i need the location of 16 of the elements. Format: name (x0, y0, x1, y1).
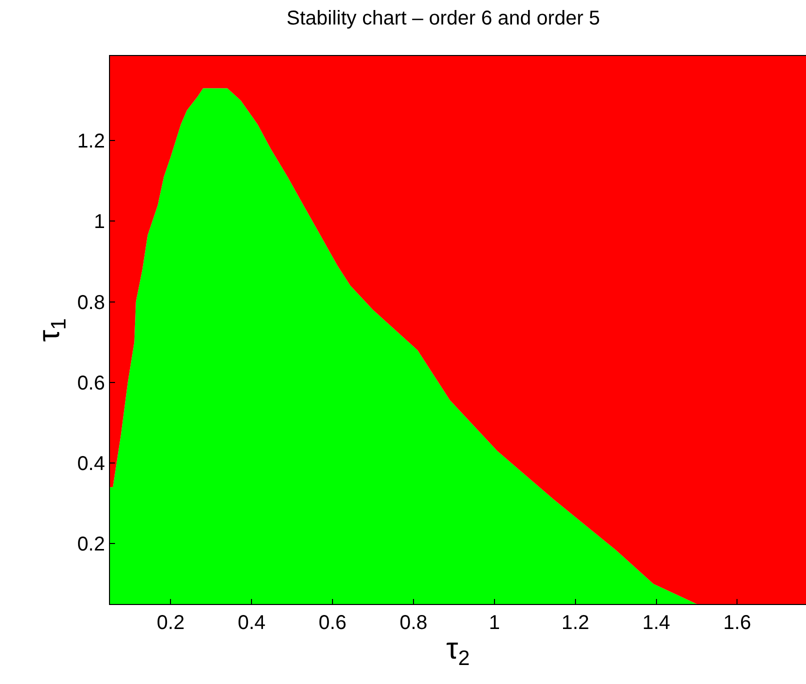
y-tick-label: 0.6 (77, 372, 105, 394)
x-tick-label: 1.6 (723, 612, 752, 634)
x-tick-label: 1.4 (642, 612, 670, 634)
x-tick-label: 1 (488, 612, 500, 634)
x-tick-label: 0.2 (156, 612, 185, 634)
y-tick-label: 0.8 (77, 292, 105, 314)
x-tick-label: 0.6 (318, 612, 346, 634)
y-tick-label: 0.2 (77, 534, 105, 556)
x-tick-label: 1.2 (561, 612, 590, 634)
y-tick-label: 1 (94, 211, 105, 234)
chart-title: Stability chart – order 6 and order 5 (286, 7, 600, 30)
y-tick-label: 1.2 (77, 130, 105, 153)
x-axis-title: τ$_{2}$ (446, 632, 470, 670)
x-tick-label: 0.8 (400, 612, 428, 634)
y-tick-label: 0.4 (77, 452, 105, 475)
x-tick-label: 0.4 (238, 612, 266, 634)
